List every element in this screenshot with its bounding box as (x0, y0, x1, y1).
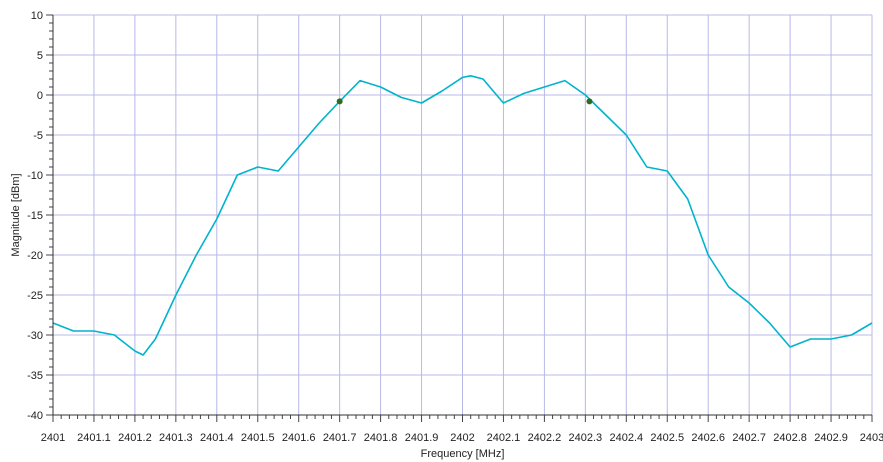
data-layer (52, 75, 873, 356)
y-tick-label: -20 (27, 250, 43, 262)
x-axis-title: Frequency [MHz] (421, 448, 505, 460)
y-tick-label: 10 (31, 10, 43, 22)
y-tick-label: 5 (37, 50, 43, 62)
y-tick-label: -40 (27, 410, 43, 422)
x-tick-label: 2402.5 (650, 432, 684, 444)
y-tick-label: -25 (27, 290, 43, 302)
x-tick-label: 2401.1 (77, 432, 111, 444)
data-marker (336, 98, 343, 105)
x-tick-label: 2401.7 (323, 432, 357, 444)
x-tick-label: 2402.6 (691, 432, 725, 444)
x-tick-label: 2402 (450, 432, 474, 444)
minor-ticks (46, 14, 873, 422)
data-marker (586, 98, 593, 105)
x-tick-label: 2401.4 (200, 432, 234, 444)
y-tick-label: -15 (27, 210, 43, 222)
x-tick-label: 2401.5 (241, 432, 275, 444)
y-tick-label: -35 (27, 370, 43, 382)
x-tick-label: 2401.2 (118, 432, 152, 444)
x-tick-label: 2402.3 (569, 432, 603, 444)
axes (52, 15, 872, 416)
y-tick-label: -10 (27, 170, 43, 182)
x-tick-label: 2402.7 (732, 432, 766, 444)
y-tick-label: -5 (33, 130, 43, 142)
x-tick-label: 2402.4 (609, 432, 643, 444)
x-tick-label: 2402.8 (773, 432, 807, 444)
x-tick-label: 2401.3 (159, 432, 193, 444)
x-tick-label: 2402.1 (487, 432, 521, 444)
y-tick-labels: 10 5 0 -5 -10 -15 -20 -25 -30 -35 -40 (27, 10, 43, 422)
x-tick-label: 2402.2 (528, 432, 562, 444)
x-tick-labels: 2401 2401.1 2401.2 2401.3 2401.4 2401.5 2401.6… (41, 432, 883, 444)
x-tick-label: 2401.9 (405, 432, 439, 444)
x-tick-label: 2401 (41, 432, 65, 444)
x-tick-label: 2403 (860, 432, 883, 444)
series-line (52, 75, 873, 356)
y-tick-label: 0 (37, 90, 43, 102)
x-tick-label: 2401.8 (364, 432, 398, 444)
grid (52, 14, 873, 416)
y-tick-label: -30 (27, 330, 43, 342)
x-tick-label: 2401.6 (282, 432, 316, 444)
x-tick-label: 2402.9 (814, 432, 848, 444)
y-axis-title: Magnitude [dBm] (10, 173, 22, 256)
